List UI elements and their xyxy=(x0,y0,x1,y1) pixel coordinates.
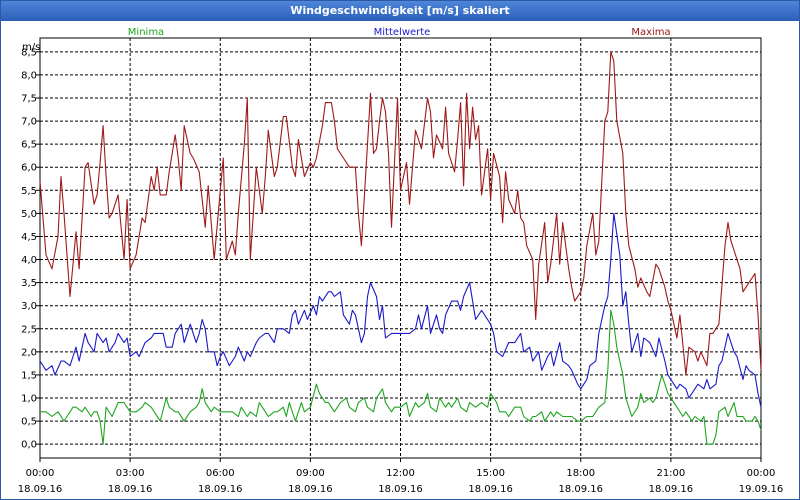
y-tick-label: 8,5 xyxy=(21,47,37,58)
x-tick-label-date: 19.09.16 xyxy=(739,484,784,495)
y-tick-label: 3,5 xyxy=(21,278,37,289)
legend-minima: Minima xyxy=(128,27,164,38)
x-tick-label-date: 18.09.16 xyxy=(378,484,423,495)
x-tick-label-time: 18:00 xyxy=(566,468,595,479)
series-line-mittelwerte xyxy=(39,212,762,408)
y-axis: 0,0 0,5 1,0 1,5 2,0 2,5 3,0 3,5 4,0 4,5 5,0 5,5 6,0 6… xyxy=(21,47,40,451)
x-tick-label-time: 21:00 xyxy=(656,468,685,479)
y-tick-label: 4,5 xyxy=(21,232,37,243)
x-tick-label-time: 06:00 xyxy=(206,468,235,479)
series xyxy=(39,51,762,445)
y-tick-label: 1,0 xyxy=(21,394,37,405)
x-tick-label-date: 18.09.16 xyxy=(198,484,243,495)
y-tick-label: 7,5 xyxy=(21,94,37,105)
x-tick-label-date: 18.09.16 xyxy=(108,484,153,495)
y-tick-label: 6,5 xyxy=(21,140,37,151)
y-tick-label: 3,0 xyxy=(21,301,37,312)
window-title: Windgeschwindigkeit [m/s] skaliert xyxy=(1,1,799,21)
x-tick-label-date: 18.09.16 xyxy=(468,484,513,495)
x-tick-label-date: 18.09.16 xyxy=(649,484,694,495)
y-tick-label: 0,5 xyxy=(21,417,37,428)
legend-maxima: Maxima xyxy=(631,27,670,38)
y-tick-label: 5,0 xyxy=(21,209,37,220)
grid xyxy=(40,38,761,458)
x-tick-label-time: 03:00 xyxy=(116,468,145,479)
y-tick-label: 2,5 xyxy=(21,324,37,335)
y-axis-label: m/s xyxy=(22,42,40,53)
x-tick-label-time: 15:00 xyxy=(476,468,505,479)
x-axis: 00:00 18.09.16 03:00 18.09.16 06:00 18.09.16 0… xyxy=(18,458,784,495)
x-tick-label-date: 18.09.16 xyxy=(288,484,333,495)
legend-mittelwerte: Mittelwerte xyxy=(374,27,431,38)
y-tick-label: 1,5 xyxy=(21,370,37,381)
y-tick-label: 7,0 xyxy=(21,117,37,128)
y-tick-label: 4,0 xyxy=(21,255,37,266)
y-tick-label: 8,0 xyxy=(21,70,37,81)
y-tick-label: 6,0 xyxy=(21,163,37,174)
x-tick-label-time: 00:00 xyxy=(747,468,776,479)
x-tick-label-date: 18.09.16 xyxy=(18,484,63,495)
series-line-maxima xyxy=(39,51,762,376)
x-tick-label-date: 18.09.16 xyxy=(558,484,603,495)
y-tick-label: 2,0 xyxy=(21,347,37,358)
y-tick-label: 0,0 xyxy=(21,440,37,451)
legend: Maxima Mittelwerte Minima xyxy=(128,27,671,38)
y-tick-label: 5,5 xyxy=(21,186,37,197)
x-tick-label-time: 12:00 xyxy=(386,468,415,479)
x-tick-label-time: 00:00 xyxy=(26,468,55,479)
x-tick-label-time: 09:00 xyxy=(296,468,325,479)
series-line-minima xyxy=(40,309,762,445)
